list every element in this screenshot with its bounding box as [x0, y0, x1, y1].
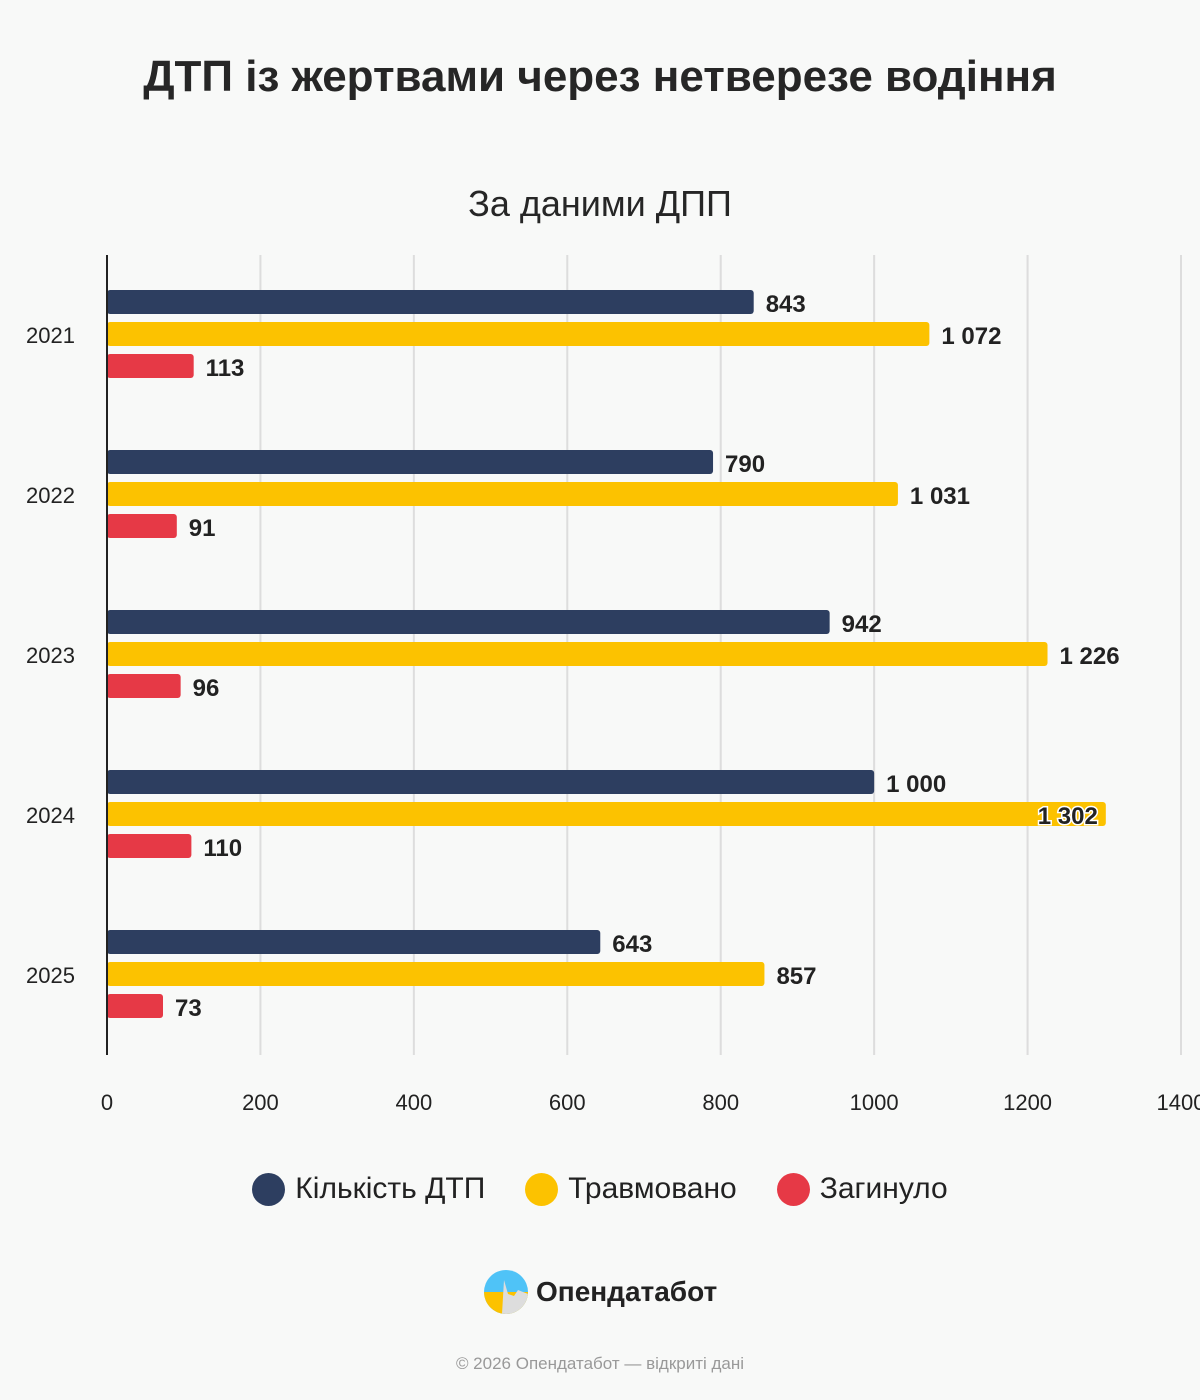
y-tick-label: 2022: [26, 483, 75, 508]
legend: Кількість ДТП Травмовано Загинуло: [0, 1172, 1200, 1206]
x-tick-label: 1200: [1003, 1090, 1052, 1115]
bar: [107, 962, 765, 986]
data-label: 1 226: [1060, 643, 1120, 670]
data-label: 91: [189, 515, 216, 542]
data-label: 790: [725, 451, 765, 478]
data-label: 843: [766, 291, 806, 318]
bar: [107, 450, 714, 474]
chart-title: ДТП із жертвами через нетверезе водіння: [143, 52, 1057, 101]
bar: [107, 802, 1106, 826]
opendatabot-logo-icon: [484, 1270, 528, 1314]
y-tick-label: 2024: [26, 803, 75, 828]
bar: [107, 674, 181, 698]
bar: [107, 482, 898, 506]
legend-item[interactable]: Кількість ДТП: [252, 1172, 485, 1206]
y-tick-label: 2025: [26, 963, 75, 988]
x-tick-label: 1000: [850, 1090, 899, 1115]
data-label: 1 000: [886, 771, 946, 798]
brand-logo: Опендатабот: [484, 1270, 717, 1314]
legend-swatch: [776, 1172, 810, 1206]
legend-item[interactable]: Травмовано: [525, 1172, 737, 1206]
bar: [107, 354, 194, 378]
y-tick-label: 2021: [26, 323, 75, 348]
data-label: 643: [612, 931, 652, 958]
bar: [107, 514, 177, 538]
legend-swatch: [252, 1172, 286, 1206]
x-tick-label: 400: [395, 1090, 432, 1115]
bar: [107, 642, 1048, 666]
x-tick-label: 1400: [1157, 1090, 1200, 1115]
bar: [107, 930, 601, 954]
x-tick-label: 600: [549, 1090, 586, 1115]
bar: [107, 994, 164, 1018]
data-label: 96: [193, 675, 220, 702]
legend-label: Кількість ДТП: [295, 1172, 486, 1205]
legend-label: Загинуло: [819, 1172, 948, 1205]
legend-label: Травмовано: [568, 1172, 737, 1205]
bar: [107, 834, 192, 858]
data-label: 857: [776, 963, 816, 990]
bar: [107, 290, 754, 314]
data-label: 113: [206, 355, 245, 382]
x-tick-label: 200: [242, 1090, 279, 1115]
bar: [107, 770, 875, 794]
bar: [107, 610, 830, 634]
data-label: 110: [203, 835, 242, 862]
data-label: 1 072: [941, 323, 1001, 350]
data-label: 942: [842, 611, 882, 638]
data-label: 1 031: [910, 483, 970, 510]
legend-swatch: [525, 1172, 559, 1206]
legend-item[interactable]: Загинуло: [776, 1172, 948, 1206]
data-label: 73: [175, 995, 202, 1022]
bar: [107, 322, 930, 346]
x-tick-label: 800: [702, 1090, 739, 1115]
brand-name: Опендатабот: [536, 1276, 718, 1307]
chart-subtitle: За даними ДПП: [468, 183, 732, 224]
bar-chart: 0 200 400 600 800 1000 1200 1400 2021 843 1 072 113…: [26, 255, 1200, 1115]
footer: © 2026 Опендатабот — відкриті дані: [455, 1354, 745, 1373]
data-label: 1 302: [1038, 803, 1098, 830]
y-tick-label: 2023: [26, 643, 75, 668]
x-tick-label: 0: [101, 1090, 113, 1115]
